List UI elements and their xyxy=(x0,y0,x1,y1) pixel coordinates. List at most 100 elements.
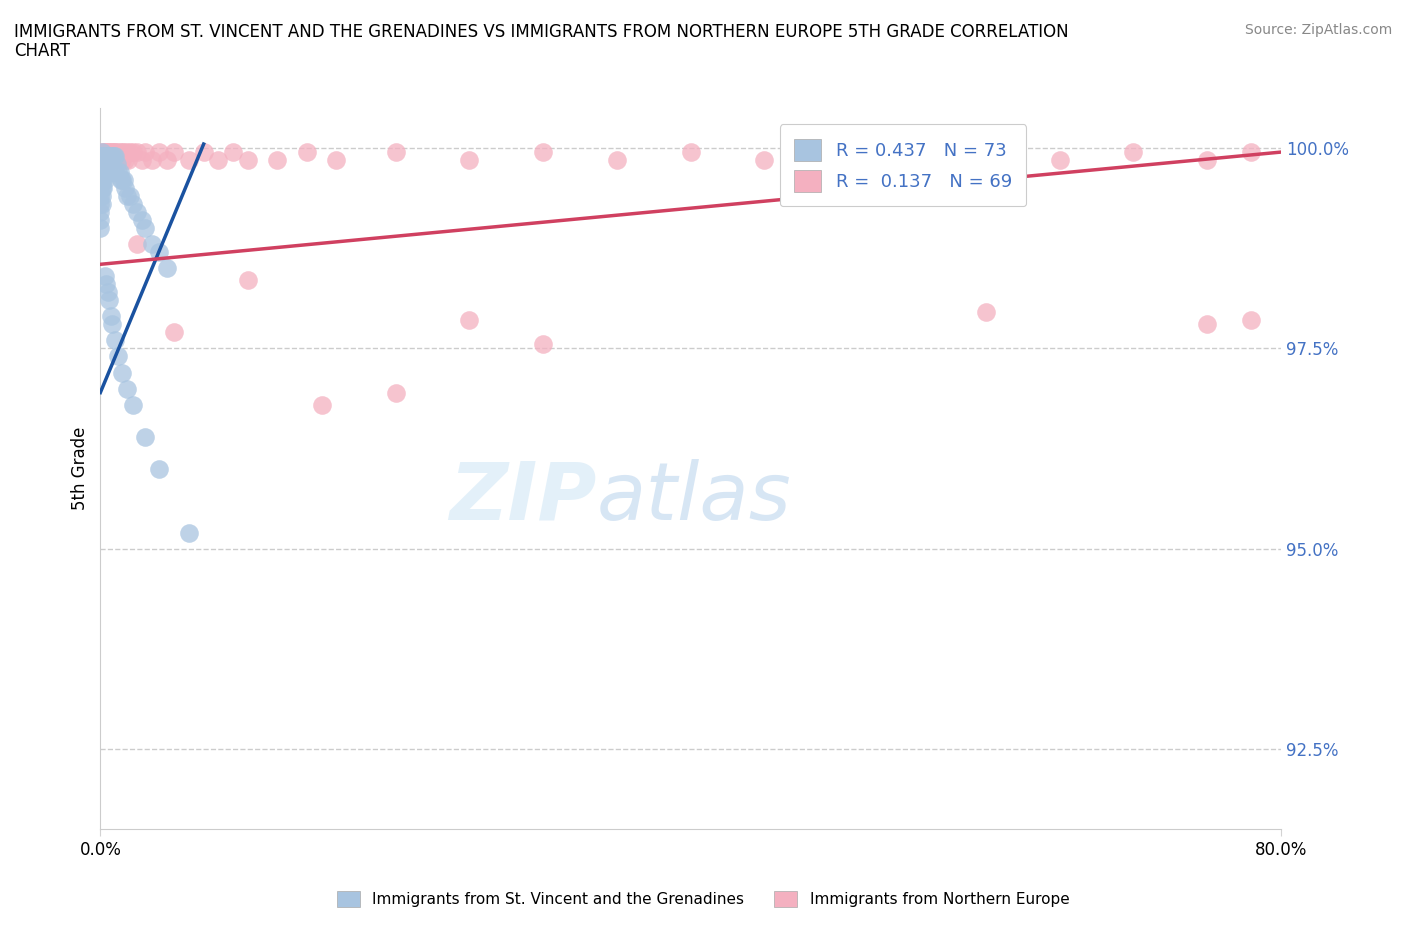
Point xyxy=(1049,153,1071,167)
Point xyxy=(89,220,111,235)
Point xyxy=(134,145,156,160)
Point xyxy=(91,180,114,195)
Point xyxy=(100,156,122,171)
Point xyxy=(112,145,135,160)
Point xyxy=(148,245,170,259)
Point xyxy=(901,153,924,167)
Point xyxy=(94,165,117,179)
Point xyxy=(384,385,406,400)
Point xyxy=(606,153,628,167)
Point xyxy=(1240,145,1263,160)
Point xyxy=(96,277,118,292)
Point xyxy=(531,337,554,352)
Point xyxy=(90,153,112,167)
Point xyxy=(148,145,170,160)
Point xyxy=(90,180,112,195)
Point xyxy=(90,189,112,204)
Point xyxy=(96,153,118,167)
Point xyxy=(134,430,156,445)
Point xyxy=(90,149,112,164)
Point xyxy=(100,149,122,164)
Point xyxy=(107,349,129,364)
Point xyxy=(127,205,149,219)
Point xyxy=(156,153,179,167)
Point xyxy=(111,365,134,380)
Point xyxy=(121,145,143,160)
Point xyxy=(115,381,138,396)
Point xyxy=(1197,317,1219,332)
Point xyxy=(101,153,124,167)
Point xyxy=(827,145,849,160)
Point xyxy=(141,153,163,167)
Point xyxy=(89,180,111,195)
Point xyxy=(111,153,134,167)
Text: atlas: atlas xyxy=(596,458,792,537)
Point xyxy=(112,173,135,188)
Point xyxy=(89,173,111,188)
Legend: R = 0.437   N = 73, R =  0.137   N = 69: R = 0.437 N = 73, R = 0.137 N = 69 xyxy=(780,125,1026,206)
Point xyxy=(117,153,139,167)
Point xyxy=(679,145,702,160)
Point xyxy=(101,317,124,332)
Point xyxy=(104,165,127,179)
Point xyxy=(163,145,186,160)
Point xyxy=(94,269,117,284)
Text: Source: ZipAtlas.com: Source: ZipAtlas.com xyxy=(1244,23,1392,37)
Text: ZIP: ZIP xyxy=(449,458,596,537)
Point xyxy=(101,145,124,160)
Point xyxy=(97,145,120,160)
Point xyxy=(100,309,122,324)
Point xyxy=(90,145,112,160)
Point xyxy=(103,165,125,179)
Point xyxy=(98,153,121,167)
Point xyxy=(91,149,114,164)
Point xyxy=(104,333,127,348)
Point xyxy=(110,153,132,167)
Point xyxy=(311,397,333,412)
Point xyxy=(108,165,131,179)
Point xyxy=(127,145,149,160)
Point xyxy=(96,156,118,171)
Point xyxy=(91,156,114,171)
Point xyxy=(266,153,288,167)
Point xyxy=(91,153,114,167)
Point xyxy=(384,145,406,160)
Point xyxy=(98,145,121,160)
Point xyxy=(89,149,111,164)
Point xyxy=(94,153,117,167)
Point xyxy=(114,180,136,195)
Point xyxy=(127,237,149,252)
Point xyxy=(91,173,114,188)
Point xyxy=(754,153,776,167)
Point xyxy=(103,145,125,160)
Point xyxy=(90,156,112,171)
Point xyxy=(131,213,153,228)
Point xyxy=(90,145,112,160)
Point xyxy=(118,189,141,204)
Text: CHART: CHART xyxy=(14,42,70,60)
Point xyxy=(118,145,141,160)
Point xyxy=(97,165,120,179)
Point xyxy=(110,173,132,188)
Point xyxy=(98,293,121,308)
Point xyxy=(105,145,128,160)
Point xyxy=(114,153,136,167)
Point xyxy=(98,156,121,171)
Point xyxy=(104,153,127,167)
Point xyxy=(141,237,163,252)
Point xyxy=(94,173,117,188)
Text: IMMIGRANTS FROM ST. VINCENT AND THE GRENADINES VS IMMIGRANTS FROM NORTHERN EUROP: IMMIGRANTS FROM ST. VINCENT AND THE GREN… xyxy=(14,23,1069,41)
Point xyxy=(101,149,124,164)
Point xyxy=(121,397,143,412)
Point xyxy=(974,305,997,320)
Point xyxy=(94,145,117,160)
Point xyxy=(222,145,245,160)
Point xyxy=(108,145,131,160)
Point xyxy=(177,153,200,167)
Point xyxy=(163,325,186,339)
Point xyxy=(1197,153,1219,167)
Point xyxy=(89,213,111,228)
Point xyxy=(207,153,229,167)
Point xyxy=(156,261,179,276)
Point xyxy=(458,153,481,167)
